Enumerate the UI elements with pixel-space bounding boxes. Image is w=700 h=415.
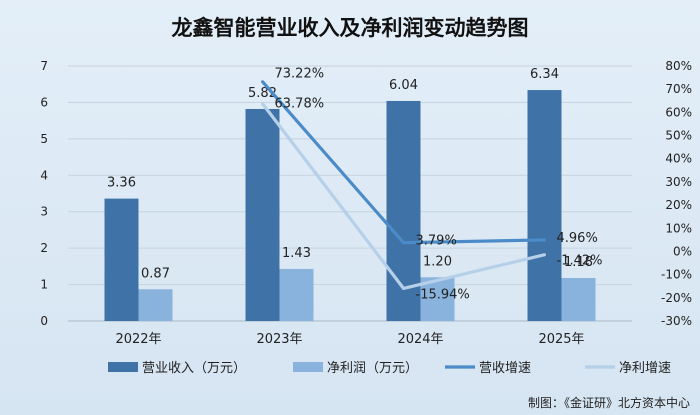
chart-title: 龙鑫智能营业收入及净利润变动趋势图 [171, 16, 529, 40]
y-right-tick-label: 60% [665, 105, 692, 119]
bar-revenue [245, 108, 280, 321]
x-tick-label: 2025年 [538, 332, 584, 347]
line-value-label: 63.78% [275, 97, 325, 112]
y-left-tick-label: 6 [40, 95, 48, 109]
bar-revenue [104, 198, 139, 321]
y-right-tick-label: 80% [665, 59, 692, 73]
bar-net-profit [279, 268, 314, 321]
y-left-tick-label: 2 [40, 241, 48, 255]
y-right-tick-label: -10% [661, 268, 692, 282]
legend-revenue-growth-label: 营收增速 [479, 361, 531, 376]
line-point [261, 80, 264, 84]
line-point [402, 286, 405, 290]
y-right-tick-label: 50% [665, 129, 692, 143]
legend-profit-growth-label: 净利增速 [619, 361, 671, 376]
bar-net-profit [561, 278, 596, 321]
line-value-label: 4.96% [557, 231, 598, 246]
y-left-tick-label: 4 [40, 168, 48, 182]
y-left-tick-label: 1 [40, 278, 48, 292]
line-point [543, 238, 546, 242]
legend-revenue-label: 营业收入（万元） [142, 361, 246, 376]
y-right-tick-label: 20% [665, 198, 692, 212]
y-left-tick-label: 0 [40, 314, 48, 328]
line-value-label: 3.79% [416, 234, 457, 249]
line-value-label: 73.22% [275, 67, 325, 82]
legend-net-profit-label: 净利润（万元） [327, 361, 418, 376]
bar-revenue [527, 90, 562, 322]
line-point [543, 253, 546, 257]
y-right-tick-label: 10% [665, 221, 692, 235]
bar-value-label: 6.34 [530, 67, 559, 82]
line-point [402, 241, 405, 245]
y-right-tick-label: 0% [673, 244, 692, 258]
y-right-tick-label: -30% [661, 314, 692, 328]
bar-value-label: 0.87 [141, 266, 170, 281]
legend-revenue-swatch [108, 362, 138, 372]
y-right-tick-label: 70% [665, 82, 692, 96]
line-value-label: -1.42% [557, 254, 603, 269]
y-right-tick-label: 40% [665, 152, 692, 166]
legend-net-profit-swatch [293, 362, 323, 372]
x-tick-label: 2022年 [115, 332, 161, 347]
y-left-tick-label: 3 [40, 205, 48, 219]
y-right-tick-label: -20% [661, 291, 692, 305]
x-tick-label: 2023年 [256, 332, 302, 347]
y-left-tick-label: 5 [40, 132, 48, 146]
x-tick-label: 2024年 [397, 332, 443, 347]
chart-credit: 制图：《金证研》北方资本中心 [527, 396, 690, 410]
bar-value-label: 1.43 [282, 246, 311, 261]
bar-value-label: 1.18 [564, 255, 593, 270]
bar-value-label: 6.04 [389, 78, 418, 93]
bar-value-label: 1.20 [423, 254, 452, 269]
y-right-tick-label: 30% [665, 175, 692, 189]
line-value-label: -15.94% [416, 287, 470, 302]
bar-value-label: 3.36 [107, 176, 136, 191]
line-point [261, 102, 264, 106]
y-left-tick-label: 7 [40, 59, 48, 73]
bar-net-profit [138, 289, 173, 321]
